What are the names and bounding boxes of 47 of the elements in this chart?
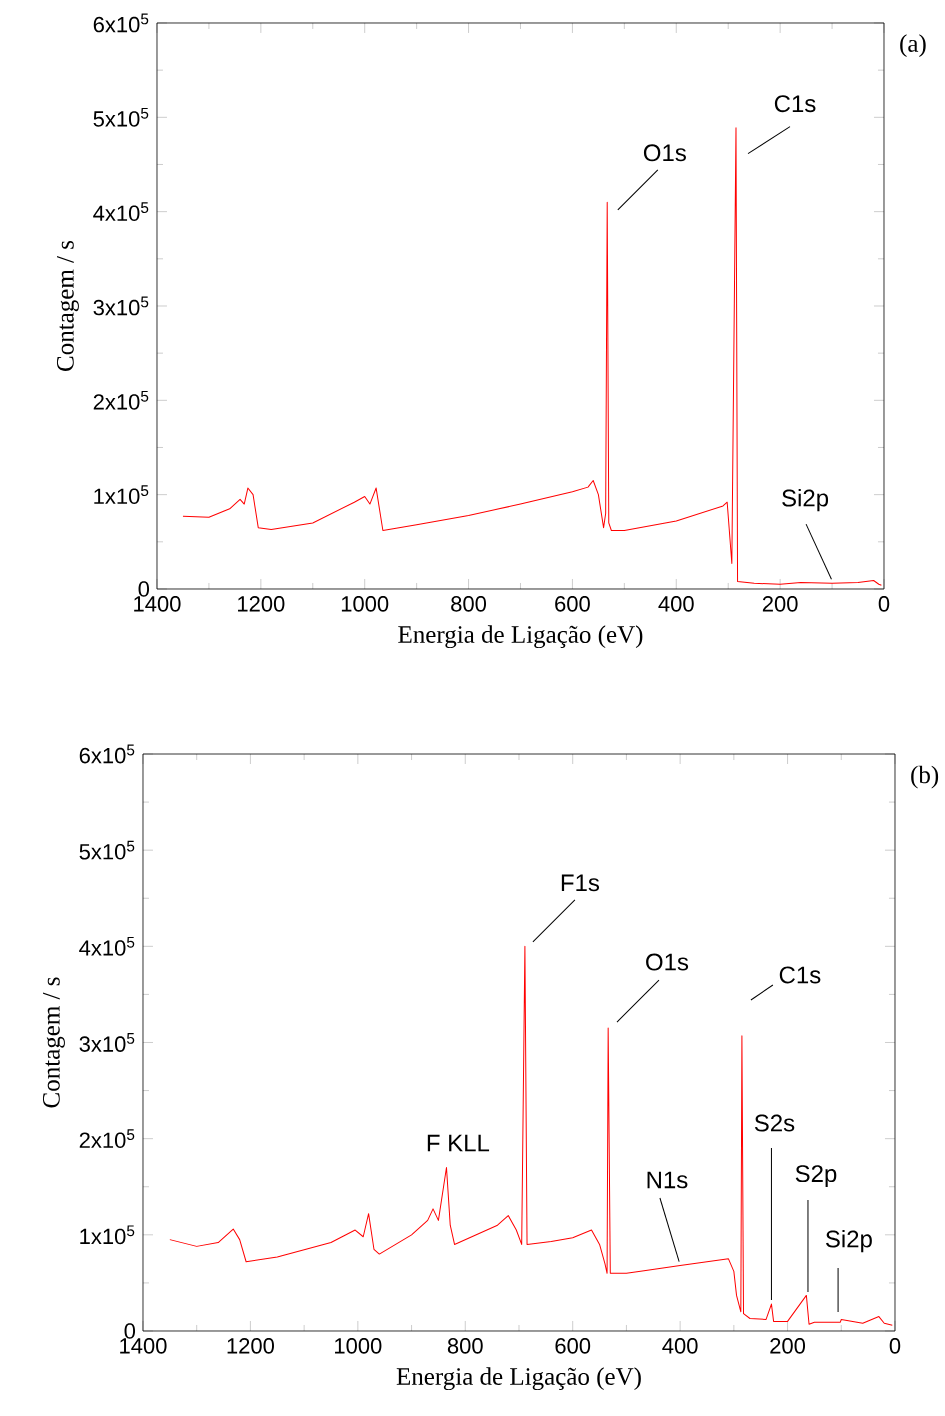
y-tick-label: 5x10$^{5}$ xyxy=(79,840,135,860)
annotation: F KLL xyxy=(427,1134,490,1152)
annotation: O1s xyxy=(643,144,686,162)
text: (b) xyxy=(911,765,939,789)
annotation: Si2p xyxy=(782,488,829,512)
y-tick-label: 6x10$^{5}$ xyxy=(79,744,135,764)
y-tick-label: 4x10$^{5}$ xyxy=(93,202,149,222)
y-tick-label: 5x10$^{5}$ xyxy=(93,107,149,127)
x-tick-label: 600 xyxy=(555,596,590,612)
annotation: Si2p xyxy=(825,1229,872,1253)
y-tick-label: 0 xyxy=(124,1323,136,1339)
annotation: C1s xyxy=(779,966,821,984)
y-tick-label: 2x10$^{5}$ xyxy=(79,1129,135,1149)
x-tick-label: 400 xyxy=(662,1338,698,1354)
x-tick-label: 1200 xyxy=(227,1338,274,1354)
x-axis-title: Energia de Ligação (eV) xyxy=(398,625,643,649)
annotation: O1s xyxy=(646,953,689,971)
x-tick-label: 1400 xyxy=(120,1338,167,1354)
y-axis-title: Contagem / s xyxy=(42,977,65,1108)
annotation: F1s xyxy=(561,874,600,892)
x-tick-label: 0 xyxy=(889,1338,901,1354)
y-tick-label: 6x10$^{5}$ xyxy=(93,13,149,33)
text: (a) xyxy=(900,34,926,57)
x-tick-label: 800 xyxy=(447,1338,483,1354)
annotation: S2p xyxy=(795,1165,837,1187)
x-tick-label: 1400 xyxy=(134,596,181,612)
x-tick-label: 800 xyxy=(451,596,487,612)
y-tick-label: 3x10$^{5}$ xyxy=(93,296,149,316)
annotation: N1s xyxy=(647,1171,688,1189)
y-tick-label: 4x10$^{5}$ xyxy=(79,936,135,956)
x-tick-label: 1200 xyxy=(238,596,285,612)
x-tick-label: 1000 xyxy=(341,596,389,612)
y-tick-label: 2x10$^{5}$ xyxy=(93,390,149,410)
x-tick-label: 200 xyxy=(770,1338,806,1354)
annotation: S2s xyxy=(754,1114,795,1132)
y-tick-label: 0 xyxy=(138,581,150,597)
x-tick-label: 200 xyxy=(762,596,798,612)
annotation: C1s xyxy=(774,95,816,113)
y-tick-label: 1x10$^{5}$ xyxy=(80,1225,135,1245)
y-tick-label: 1x10$^{5}$ xyxy=(94,485,149,505)
x-axis-title: Energia de Ligação (eV) xyxy=(396,1367,641,1391)
x-tick-label: 1000 xyxy=(335,1338,382,1354)
y-tick-label: 3x10$^{5}$ xyxy=(79,1033,135,1052)
x-tick-label: 600 xyxy=(555,1338,591,1354)
y-axis-title: Contagem / s xyxy=(56,240,79,371)
x-tick-label: 0 xyxy=(878,596,890,612)
x-tick-label: 400 xyxy=(658,596,694,612)
